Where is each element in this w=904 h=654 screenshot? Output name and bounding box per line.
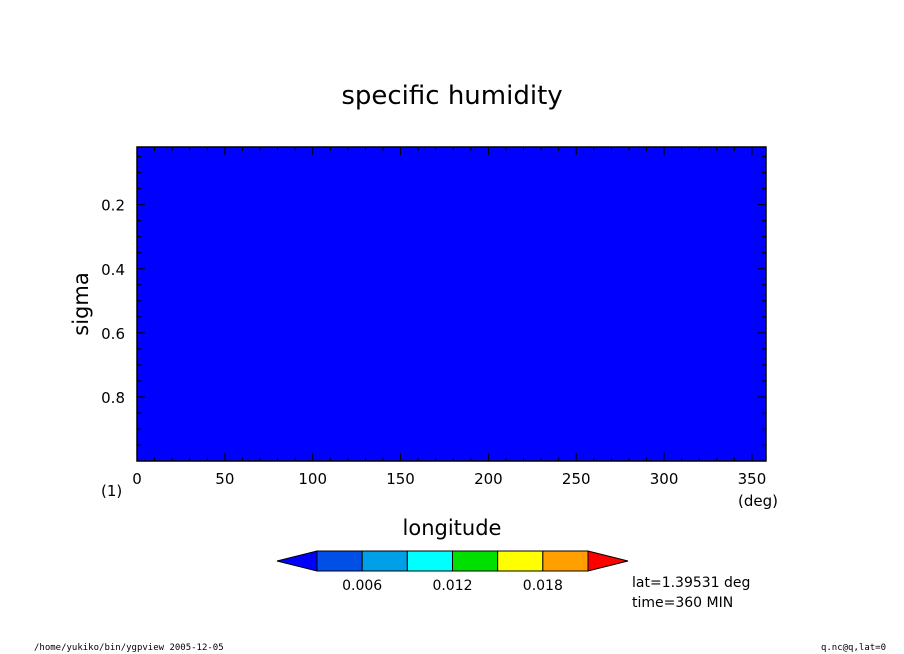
colorbar-box [497, 550, 544, 572]
colorbar-box [452, 550, 499, 572]
lat-annotation: lat=1.39531 deg [632, 575, 750, 591]
plot-field [137, 147, 766, 461]
x-tick-label: 150 [386, 470, 415, 488]
x-tick-label: 100 [298, 470, 327, 488]
x-tick-label: 250 [562, 470, 591, 488]
x-axis-ticks: 0 50 100 150 200 250 300 350 [132, 147, 766, 488]
colorbar-over-arrow [587, 550, 629, 572]
colorbar-box [542, 550, 589, 572]
x-tick-label: 200 [474, 470, 503, 488]
y-tick-label: 0.4 [101, 261, 125, 279]
y-axis-label: sigma [69, 272, 93, 335]
footer-right: q.nc@q,lat=0 [821, 643, 886, 653]
chart-title: specific humidity [341, 81, 562, 111]
colorbar [276, 550, 629, 572]
x-tick-label: 0 [132, 470, 142, 488]
x-tick-label: 300 [650, 470, 679, 488]
colorbar-tick-label: 0.012 [432, 578, 472, 594]
colorbar-tick-label: 0.006 [342, 578, 382, 594]
x-axis-unit: (deg) [738, 492, 778, 510]
time-annotation: time=360 MIN [632, 595, 733, 611]
colorbar-box [316, 550, 363, 572]
colorbar-tick-label: 0.018 [523, 578, 563, 594]
colorbar-box [361, 550, 408, 572]
y-tick-label: 0.6 [101, 325, 125, 343]
y-axis-ticks: 0.2 0.4 0.6 0.8 [101, 156, 766, 446]
x-axis-label: longitude [403, 516, 502, 540]
y-tick-label: 0.8 [101, 389, 125, 407]
y-tick-label: 0.2 [101, 197, 125, 215]
footer-left: /home/yukiko/bin/ygpview 2005-12-05 [34, 643, 224, 653]
x-tick-label: 50 [215, 470, 234, 488]
colorbar-tick-labels: 0.006 0.012 0.018 [342, 578, 563, 594]
colorbar-box [406, 550, 454, 572]
plot-frame [136, 146, 767, 462]
colorbar-under-arrow [276, 550, 318, 572]
y-axis-unit: (1) [101, 482, 122, 500]
x-tick-label: 350 [738, 470, 767, 488]
